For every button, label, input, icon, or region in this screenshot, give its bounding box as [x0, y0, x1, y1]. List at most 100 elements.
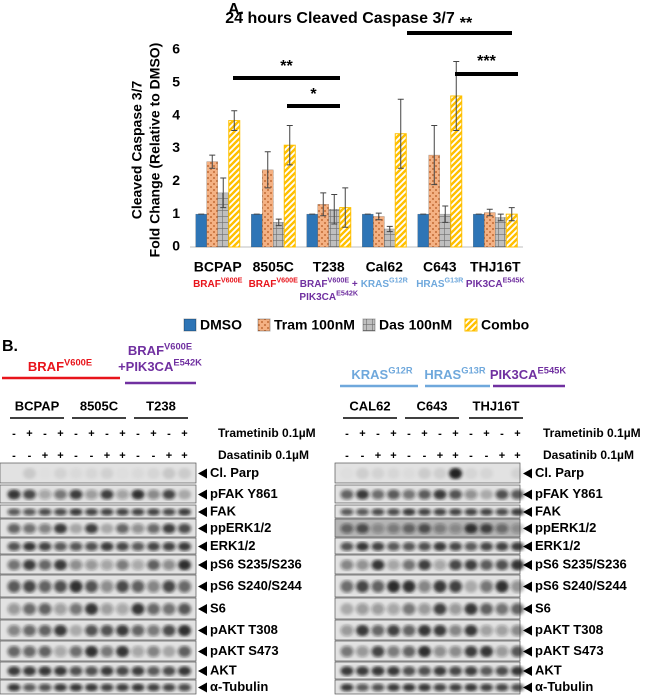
treatment-sign: - — [407, 428, 411, 440]
arrowhead — [198, 625, 207, 636]
label: PIK3CAE545K — [490, 366, 567, 383]
protein-label: pS6 S235/S236 — [210, 556, 302, 571]
legend-swatch — [464, 318, 478, 332]
label-superscript: V600E — [164, 342, 192, 352]
blot-bands — [7, 542, 191, 551]
error-bar — [486, 208, 493, 217]
bar — [473, 213, 485, 248]
cell-line-label: CAL62 — [349, 398, 390, 413]
treatment-sign: + — [42, 450, 48, 462]
x-tick-label: BCPAP — [194, 259, 242, 275]
label-text: BRAF — [128, 343, 164, 358]
treatment-sign: + — [88, 428, 94, 440]
bar — [417, 213, 429, 248]
significance-label: *** — [477, 53, 496, 70]
y-tick-label: 6 — [172, 41, 180, 57]
error-bar — [442, 205, 449, 223]
y-tick-label: 4 — [172, 106, 180, 122]
label: KRASG12R — [361, 275, 409, 289]
treatment-sign: - — [167, 428, 171, 440]
panel-label: B. — [2, 338, 18, 355]
blot-bands — [340, 523, 524, 534]
protein-label: S6 — [210, 600, 226, 615]
error-bar — [508, 207, 515, 222]
blot-bands — [7, 603, 191, 615]
label-text: BRAF — [300, 279, 328, 290]
legend-swatch — [362, 318, 376, 332]
panel-label: A. — [228, 1, 244, 18]
protein-label: pAKT T308 — [535, 622, 603, 637]
blot-strip — [0, 574, 197, 598]
error-bar — [286, 125, 293, 166]
label-superscript: V600E — [221, 275, 243, 284]
error-bar — [209, 154, 216, 169]
blot-bands — [7, 683, 191, 692]
bar — [306, 213, 318, 248]
label: BRAFV600E + — [300, 275, 358, 289]
y-axis-label: Cleaved Caspase 3/7 — [129, 81, 145, 220]
blot-bands — [7, 580, 191, 593]
treatment-sign: + — [375, 450, 381, 462]
arrowhead — [523, 468, 532, 479]
protein-label: pFAK Y861 — [535, 486, 603, 501]
protein-label: α-Tubulin — [210, 679, 268, 694]
treatment-sign: - — [345, 450, 349, 462]
error-bar — [331, 193, 338, 225]
treatment-sign: + — [390, 450, 396, 462]
protein-label: pFAK Y861 — [210, 486, 278, 501]
arrowhead — [198, 489, 207, 500]
label: BRAFV600E — [249, 275, 299, 289]
arrowhead — [523, 541, 532, 552]
treatment-sign: - — [438, 428, 442, 440]
treatment-sign: - — [345, 428, 349, 440]
label-text: +PIK3CA — [118, 359, 174, 374]
treatment-sign: - — [469, 428, 473, 440]
significance-label: ** — [280, 58, 293, 75]
blot-strip — [0, 640, 197, 662]
arrowhead — [198, 666, 207, 676]
protein-label: AKT — [535, 662, 562, 677]
protein-label: pAKT S473 — [535, 643, 604, 658]
protein-label: pS6 S240/S244 — [210, 578, 303, 593]
error-bar — [386, 225, 393, 233]
treatment-sign: - — [105, 428, 109, 440]
treatment-sign: - — [28, 450, 32, 462]
treatment-sign: + — [483, 428, 489, 440]
protein-label: Cl. Parp — [535, 465, 584, 480]
treatment-label: Trametinib 0.1µM — [218, 426, 316, 440]
bar — [228, 120, 241, 248]
arrowhead — [523, 646, 532, 657]
x-tick-label: THJ16T — [470, 259, 521, 275]
treatment-sign: + — [119, 428, 125, 440]
error-bar — [375, 212, 382, 221]
blot-strip — [0, 484, 197, 504]
x-tick-label: C643 — [423, 259, 457, 275]
error-bar — [342, 187, 349, 228]
arrowhead — [523, 489, 532, 500]
treatment-sign: + — [104, 450, 110, 462]
label-text: HRAS — [416, 279, 445, 290]
label-superscript: G12R — [389, 275, 409, 284]
label-superscript: E545K — [538, 366, 567, 376]
blot-strip — [0, 597, 197, 620]
label: BRAFV600E — [193, 275, 243, 289]
blot-bands — [7, 666, 191, 676]
treatment-sign: + — [119, 450, 125, 462]
label: +PIK3CAE542K — [118, 358, 202, 375]
chart-title: 24 hours Cleaved Caspase 3/7 — [225, 10, 455, 27]
arrowhead — [523, 682, 532, 693]
arrowhead — [523, 507, 532, 517]
treatment-sign: + — [452, 450, 458, 462]
label-superscript: E545K — [503, 275, 526, 284]
protein-label: ERK1/2 — [535, 538, 581, 553]
legend-swatch — [183, 318, 197, 332]
protein-label: pAKT T308 — [210, 622, 278, 637]
label-superscript: V600E — [276, 275, 298, 284]
label-superscript: G13R — [445, 275, 465, 284]
arrowhead — [523, 581, 532, 592]
arrowhead — [198, 682, 207, 693]
treatment-sign: - — [485, 450, 489, 462]
significance-label: ** — [460, 15, 473, 32]
cell-line-label: T238 — [146, 398, 176, 413]
